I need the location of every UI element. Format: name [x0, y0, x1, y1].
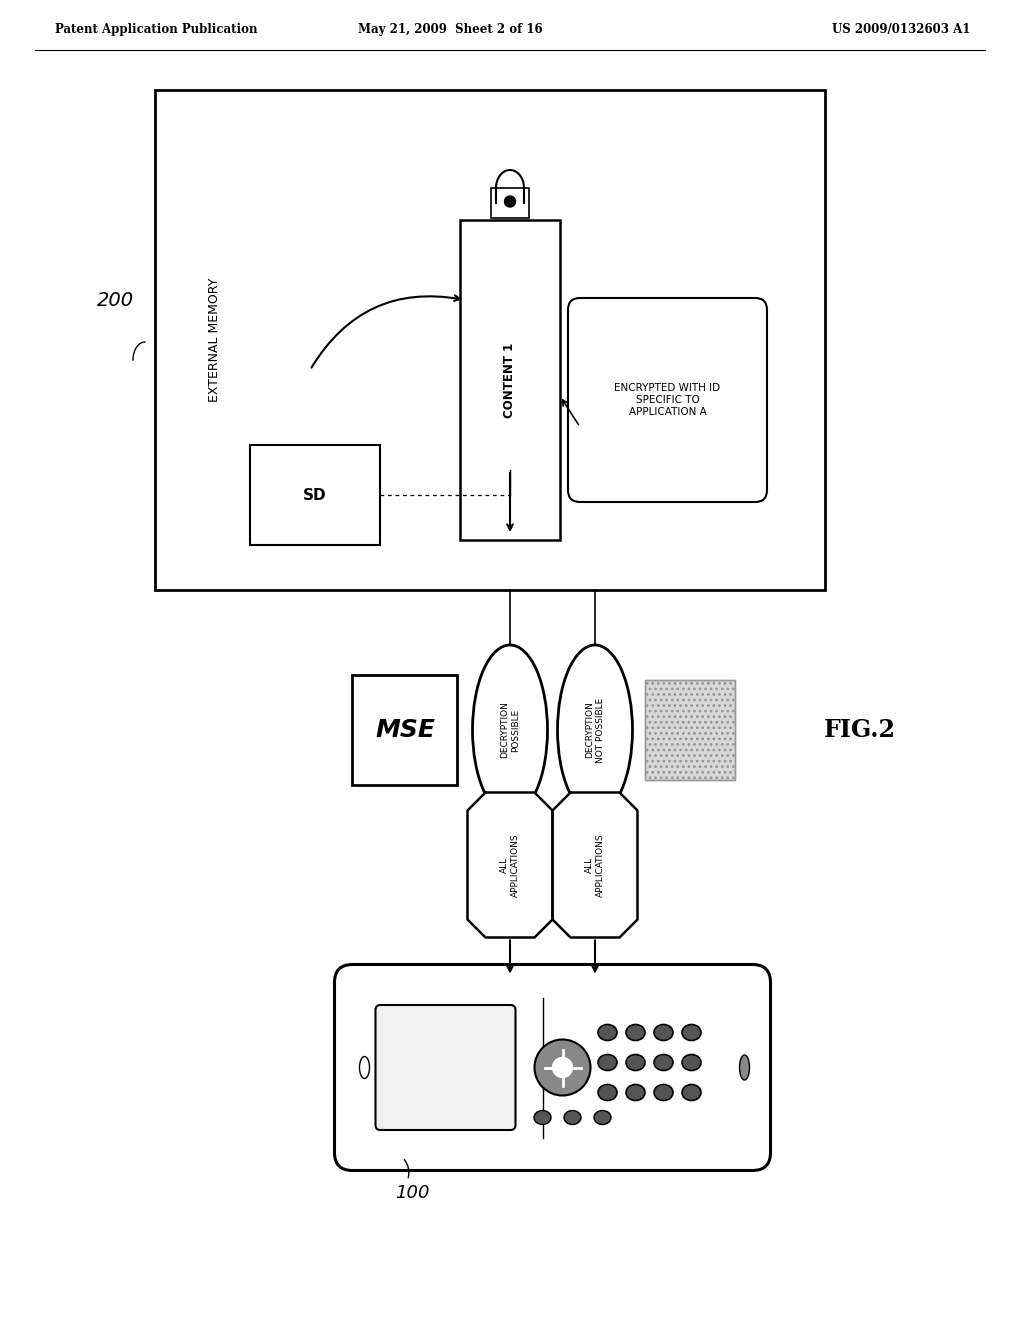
Circle shape	[553, 1057, 572, 1077]
Text: 200: 200	[96, 290, 133, 309]
Bar	[352, 675, 458, 785]
Text: ENCRYPTED WITH ID
SPECIFIC TO
APPLICATION A: ENCRYPTED WITH ID SPECIFIC TO APPLICATIO…	[614, 383, 721, 417]
Text: US 2009/0132603 A1: US 2009/0132603 A1	[831, 24, 970, 37]
Text: EXTERNAL MEMORY: EXTERNAL MEMORY	[209, 277, 221, 403]
Ellipse shape	[598, 1085, 617, 1101]
Ellipse shape	[682, 1085, 701, 1101]
Text: SD: SD	[303, 487, 327, 503]
Ellipse shape	[654, 1085, 673, 1101]
Bar	[155, 90, 825, 590]
Bar	[250, 445, 380, 545]
Ellipse shape	[626, 1024, 645, 1040]
FancyBboxPatch shape	[568, 298, 767, 502]
Ellipse shape	[598, 1024, 617, 1040]
Bar	[644, 680, 734, 780]
Bar	[490, 187, 529, 218]
Ellipse shape	[598, 1055, 617, 1071]
Ellipse shape	[654, 1024, 673, 1040]
Polygon shape	[553, 792, 638, 937]
Ellipse shape	[682, 1024, 701, 1040]
Ellipse shape	[534, 1110, 551, 1125]
Text: 100: 100	[395, 1184, 430, 1201]
Ellipse shape	[626, 1085, 645, 1101]
Ellipse shape	[594, 1110, 611, 1125]
Text: May 21, 2009  Sheet 2 of 16: May 21, 2009 Sheet 2 of 16	[357, 24, 543, 37]
Ellipse shape	[654, 1055, 673, 1071]
Bar	[644, 680, 734, 780]
Ellipse shape	[557, 645, 633, 814]
Text: ALL
APPLICATIONS: ALL APPLICATIONS	[501, 833, 520, 896]
Ellipse shape	[682, 1055, 701, 1071]
Ellipse shape	[739, 1055, 750, 1080]
FancyBboxPatch shape	[335, 965, 770, 1171]
Text: FIG.2: FIG.2	[824, 718, 896, 742]
Circle shape	[535, 1040, 591, 1096]
Text: MSE: MSE	[375, 718, 435, 742]
Polygon shape	[468, 792, 553, 937]
Text: DECRYPTION
NOT POSSIBLE: DECRYPTION NOT POSSIBLE	[586, 697, 605, 763]
Ellipse shape	[626, 1055, 645, 1071]
Ellipse shape	[472, 645, 548, 814]
FancyBboxPatch shape	[376, 1005, 515, 1130]
Text: Patent Application Publication: Patent Application Publication	[55, 24, 257, 37]
Text: ALL
APPLICATIONS: ALL APPLICATIONS	[586, 833, 605, 896]
Ellipse shape	[564, 1110, 581, 1125]
Ellipse shape	[359, 1056, 370, 1078]
Text: DECRYPTION
POSSIBLE: DECRYPTION POSSIBLE	[501, 701, 520, 759]
Text: CONTENT 1: CONTENT 1	[504, 342, 516, 417]
Bar	[460, 220, 560, 540]
Circle shape	[505, 195, 515, 207]
